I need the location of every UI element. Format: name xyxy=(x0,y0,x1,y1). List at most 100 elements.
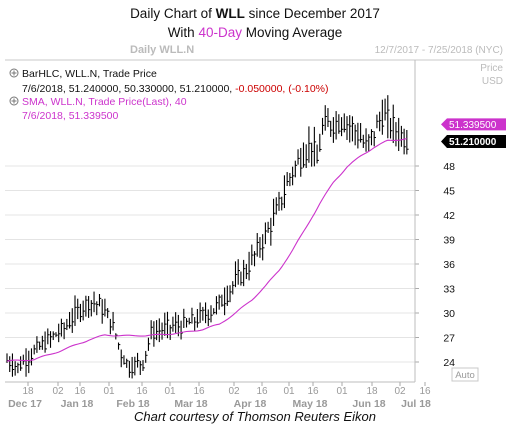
price-bar xyxy=(406,130,409,155)
price-bar xyxy=(335,111,338,140)
subtitle-prefix: With xyxy=(167,25,199,40)
auto-scale-button[interactable]: Auto xyxy=(451,367,479,382)
price-bar xyxy=(158,318,162,343)
price-bar xyxy=(215,296,219,315)
y-tick-label: 27 xyxy=(443,333,455,345)
x-month-label: Apr 18 xyxy=(234,398,267,410)
y-tick-label: 39 xyxy=(443,235,455,247)
price-bar xyxy=(256,233,260,257)
price-bar xyxy=(232,281,235,295)
y-tick-label: 48 xyxy=(443,161,455,173)
price-bar xyxy=(14,361,17,376)
price-bar xyxy=(376,114,379,129)
price-bar xyxy=(362,134,366,148)
price-bar xyxy=(213,308,216,315)
bar-series-label: BarHLC, WLL.N, Trade Price xyxy=(22,68,157,80)
price-bar xyxy=(66,318,69,331)
y-tick-label: 30 xyxy=(443,308,455,320)
bar-values-change: -0.050000, (-0.10%) xyxy=(235,83,328,95)
price-bar xyxy=(36,336,39,353)
currency-label: USD xyxy=(482,76,503,87)
chart-caption: Chart courtesy of Thomson Reuters Eikon xyxy=(133,409,377,424)
last-price-badge xyxy=(441,135,506,148)
last-price-badge-text: 51.210000 xyxy=(449,137,497,148)
price-bar xyxy=(20,356,23,371)
price-bar xyxy=(90,300,94,317)
price-label: Price xyxy=(480,63,503,74)
x-tick-label: 02 xyxy=(52,386,64,397)
x-tick-label: 01 xyxy=(103,386,115,397)
gridlines xyxy=(5,165,415,363)
price-bar xyxy=(368,134,371,152)
price-bars xyxy=(6,95,409,379)
price-bar xyxy=(221,294,224,307)
price-bar xyxy=(145,350,148,363)
price-bar xyxy=(387,95,390,139)
x-axis: 18 02 16 01 16 01 16 02 16 01 16 01 18 02 16 Dec 17 Jan … xyxy=(8,382,431,410)
x-month-label: Mar 18 xyxy=(174,398,207,410)
price-bar xyxy=(365,128,368,152)
price-bar xyxy=(395,122,398,147)
price-bar xyxy=(321,117,325,135)
price-bar xyxy=(17,362,20,374)
price-bar xyxy=(248,251,251,281)
price-bar xyxy=(169,324,172,340)
bar-values-prefix: 7/6/2018, 51.240000, 50.330000, 51.21000… xyxy=(22,83,235,95)
x-tick-label: 18 xyxy=(22,386,34,397)
chart-title: Daily Chart of WLL since December 2017 xyxy=(0,6,510,21)
price-bar xyxy=(264,222,268,245)
legend-toggle-icon[interactable] xyxy=(9,68,19,78)
price-bar xyxy=(161,322,164,340)
price-bar xyxy=(52,331,56,341)
price-bar xyxy=(370,129,374,146)
price-bar xyxy=(324,105,328,131)
y-axis: 24 27 30 33 36 39 42 45 48 xyxy=(415,161,455,369)
y-tick-label: 36 xyxy=(443,259,455,271)
price-bar xyxy=(199,302,202,323)
price-bar xyxy=(224,287,227,316)
price-bar xyxy=(379,111,382,132)
price-bar xyxy=(357,122,360,149)
sma-legend-toggle-icon[interactable] xyxy=(9,96,19,106)
price-bar xyxy=(128,360,132,378)
price-bar xyxy=(139,360,143,375)
title-ticker: WLL xyxy=(215,6,245,21)
price-bar xyxy=(58,323,61,343)
x-tick-label: 01 xyxy=(164,386,176,397)
sma-value-badge-text: 51.339500 xyxy=(449,120,497,131)
price-bar xyxy=(381,99,385,135)
price-bar xyxy=(351,116,355,142)
x-month-label: Jun 18 xyxy=(352,398,385,410)
price-bar xyxy=(297,149,300,165)
price-bar xyxy=(22,354,26,365)
x-tick-label: 02 xyxy=(394,386,406,397)
price-bar xyxy=(33,344,36,355)
price-bar xyxy=(218,294,221,310)
date-range-label: 12/7/2017 - 7/25/2018 (NYC) xyxy=(375,45,503,56)
price-bar xyxy=(63,322,66,340)
x-tick-label: 16 xyxy=(256,386,268,397)
price-bar xyxy=(79,303,83,323)
price-bar xyxy=(302,142,306,168)
price-bar xyxy=(98,294,102,307)
price-bar xyxy=(341,117,344,137)
price-bar xyxy=(49,331,53,348)
price-bar xyxy=(262,234,265,261)
price-bar xyxy=(313,126,317,167)
price-bar xyxy=(270,217,273,246)
price-bar xyxy=(384,98,387,121)
price-bar xyxy=(166,311,170,339)
price-bar xyxy=(226,285,230,306)
price-bar xyxy=(392,104,396,144)
price-bar xyxy=(39,341,42,350)
price-bar xyxy=(109,318,113,335)
y-tick-label: 33 xyxy=(443,284,455,296)
legend: BarHLC, WLL.N, Trade Price 7/6/2018, 51.… xyxy=(9,68,329,122)
price-bar xyxy=(28,350,31,374)
value-badges: 51.339500 51.210000 xyxy=(441,118,506,148)
price-bar xyxy=(172,316,175,332)
price-bar xyxy=(131,356,134,379)
y-tick-label: 45 xyxy=(443,186,455,198)
price-bar xyxy=(398,117,401,152)
price-bar xyxy=(101,299,104,324)
